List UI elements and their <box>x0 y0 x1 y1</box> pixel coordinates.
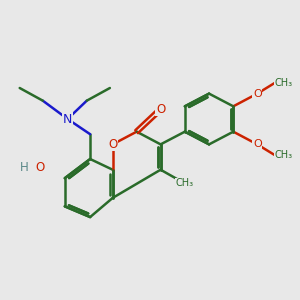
Text: N: N <box>63 112 72 125</box>
Text: O: O <box>156 103 165 116</box>
Text: O: O <box>108 138 117 151</box>
Text: O: O <box>253 88 262 99</box>
Text: O: O <box>253 140 262 149</box>
Text: CH₃: CH₃ <box>275 150 293 160</box>
Text: CH₃: CH₃ <box>176 178 194 188</box>
Text: CH₃: CH₃ <box>275 78 293 88</box>
Text: H: H <box>20 161 28 174</box>
Text: O: O <box>35 161 45 174</box>
